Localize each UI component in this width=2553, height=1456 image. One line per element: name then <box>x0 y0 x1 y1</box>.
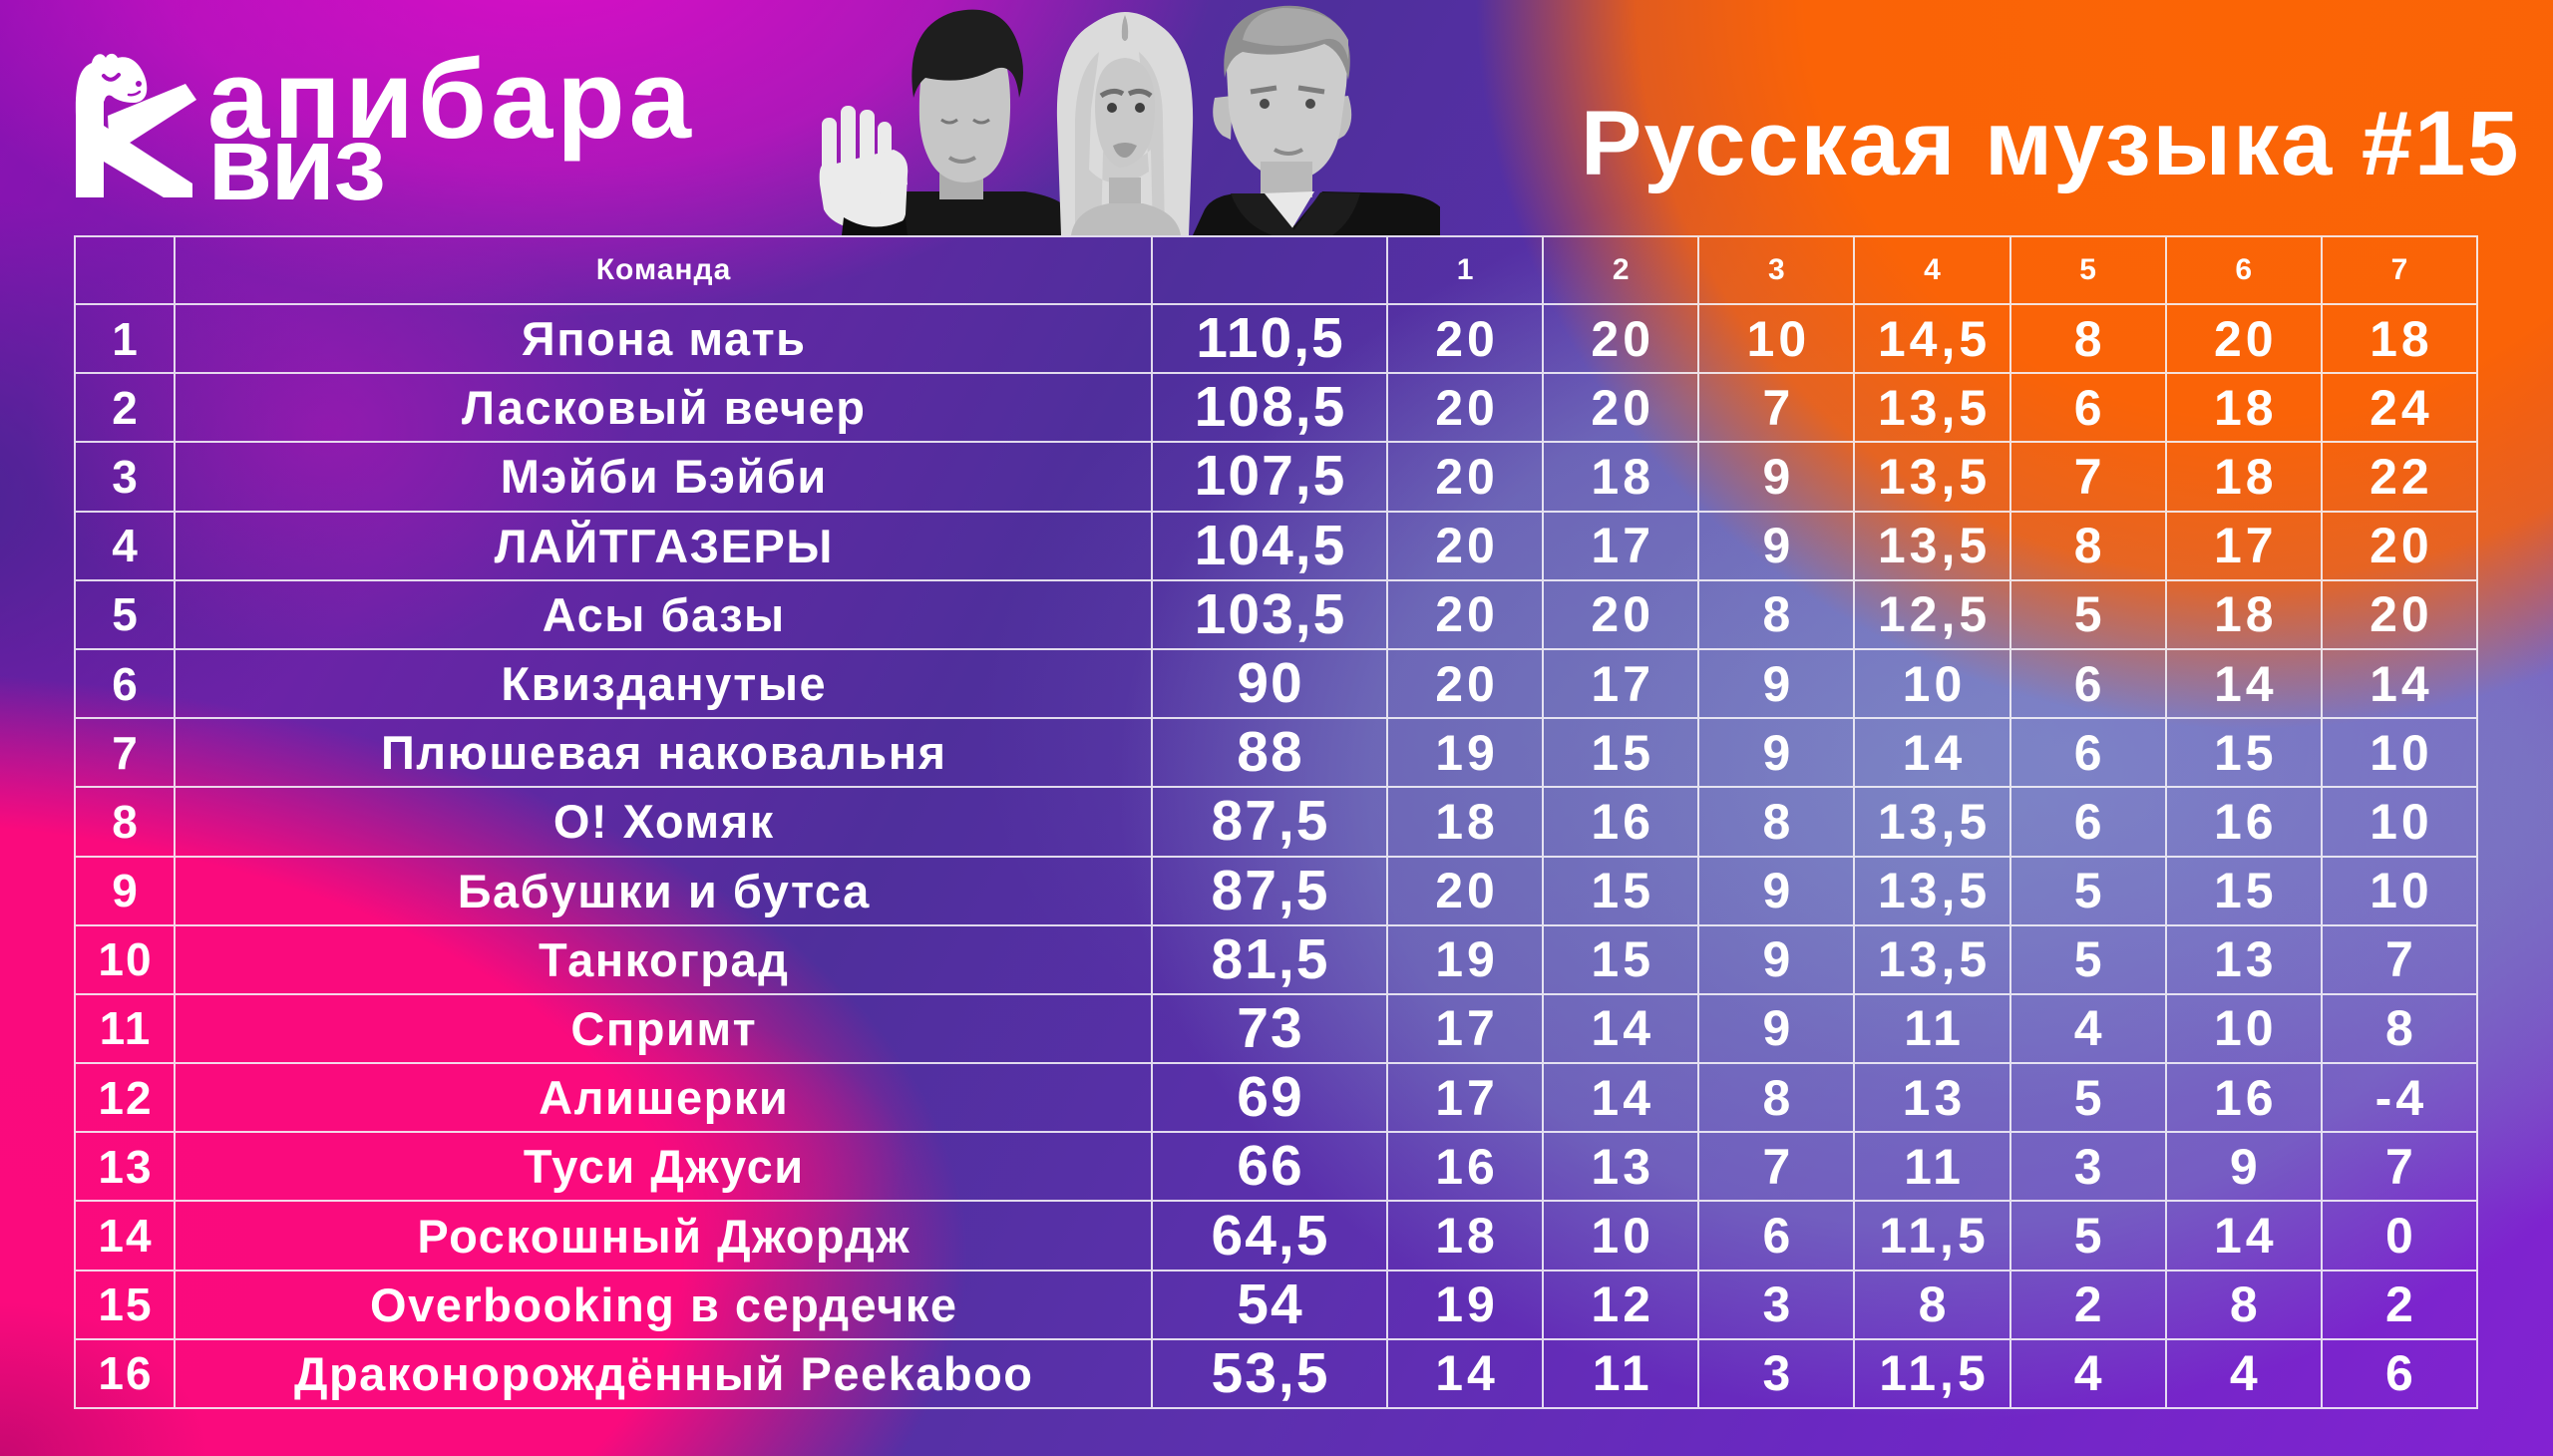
svg-text:апибара: апибара <box>207 40 695 162</box>
svg-text:виз: виз <box>207 105 384 209</box>
